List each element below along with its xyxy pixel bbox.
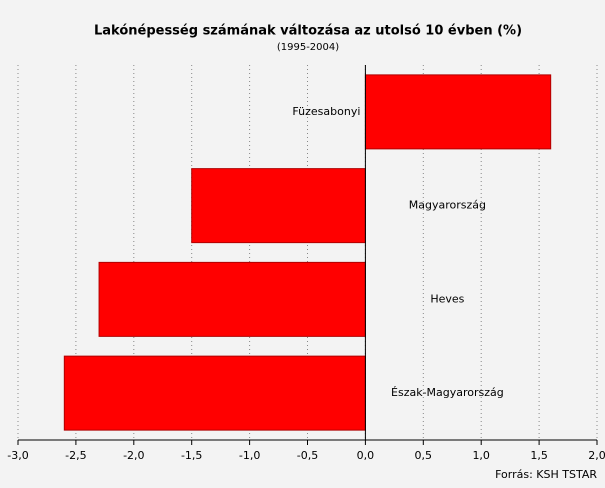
- x-tick-label: -0,5: [297, 449, 318, 462]
- chart-title: Lakónépesség számának változása az utols…: [94, 24, 522, 39]
- x-tick-label: -1,0: [239, 449, 260, 462]
- source-note: Forrás: KSH TSTAR: [495, 468, 597, 481]
- bar: [191, 168, 366, 244]
- category-label: Füzesabonyi: [292, 105, 360, 118]
- x-tick-label: 0,0: [357, 449, 375, 462]
- category-label: Észak-Magyarország: [391, 386, 504, 399]
- bar: [364, 74, 552, 150]
- bar: [98, 261, 366, 337]
- category-label: Heves: [430, 292, 464, 305]
- category-label: Magyarország: [409, 199, 486, 212]
- x-tick-label: 2,0: [588, 449, 605, 462]
- x-tick-label: -3,0: [7, 449, 28, 462]
- x-tick-label: -2,0: [123, 449, 144, 462]
- x-tick-label: 0,5: [415, 449, 433, 462]
- x-tick-label: -1,5: [181, 449, 202, 462]
- chart-subtitle: (1995-2004): [277, 42, 339, 53]
- x-tick-label: -2,5: [65, 449, 86, 462]
- x-tick-label: 1,0: [472, 449, 490, 462]
- x-tick-label: 1,5: [530, 449, 548, 462]
- bar: [63, 355, 366, 431]
